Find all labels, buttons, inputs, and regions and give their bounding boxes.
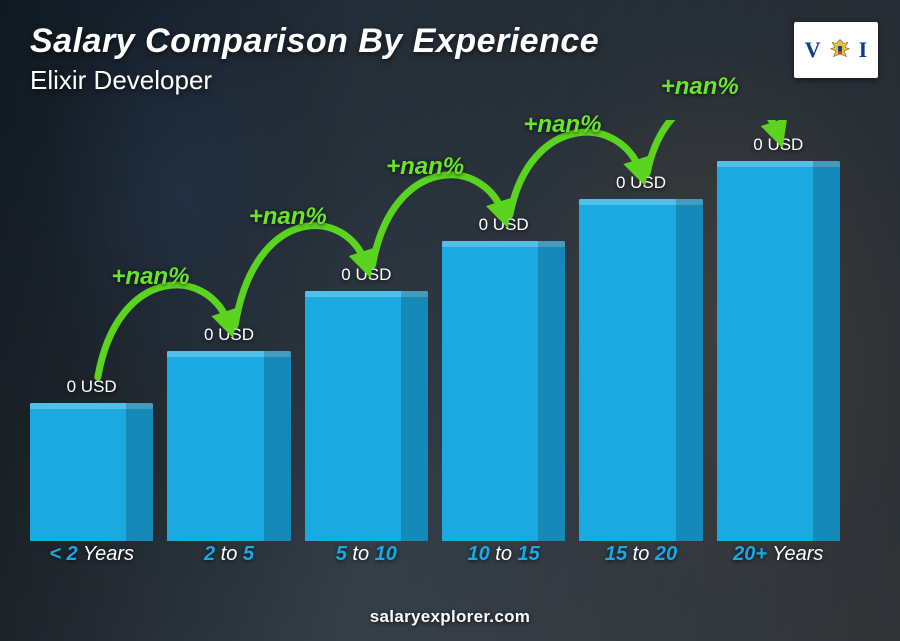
bar-slot: 0 USD <box>30 120 153 541</box>
x-axis-label: 20+ Years <box>717 543 840 571</box>
x-axis-label: 5 to 10 <box>305 543 428 571</box>
bar-value-label: 0 USD <box>305 265 428 285</box>
x-axis-labels: < 2 Years 2 to 5 5 to 10 10 to 15 15 to 20 20… <box>30 543 840 571</box>
x-axis-label: 10 to 15 <box>442 543 565 571</box>
bar <box>167 351 290 541</box>
footer-attribution: salaryexplorer.com <box>0 607 900 627</box>
delta-label: +nan% <box>249 203 327 231</box>
chart-area: 0 USD 0 USD 0 USD 0 USD 0 USD 0 USD < 2 Years… <box>30 120 840 571</box>
bars-container: 0 USD 0 USD 0 USD 0 USD 0 USD 0 USD <box>30 120 840 541</box>
flag-badge: V I <box>794 22 878 78</box>
delta-label: +nan% <box>111 263 189 291</box>
chart-subtitle: Elixir Developer <box>30 65 599 96</box>
x-axis-label: 2 to 5 <box>167 543 290 571</box>
bar-value-label: 0 USD <box>717 135 840 155</box>
eagle-icon <box>827 37 853 63</box>
bar-slot: 0 USD <box>717 120 840 541</box>
title-block: Salary Comparison By Experience Elixir D… <box>30 22 599 96</box>
delta-label: +nan% <box>661 73 739 101</box>
x-axis-label: < 2 Years <box>30 543 153 571</box>
x-axis-label: 15 to 20 <box>579 543 702 571</box>
bar <box>305 291 428 541</box>
bar <box>30 403 153 541</box>
bar-slot: 0 USD <box>579 120 702 541</box>
bar-value-label: 0 USD <box>442 215 565 235</box>
bar-slot: 0 USD <box>305 120 428 541</box>
flag-letter-i: I <box>859 37 868 63</box>
bar <box>442 241 565 541</box>
infographic-stage: Salary Comparison By Experience Elixir D… <box>0 0 900 641</box>
delta-label: +nan% <box>386 153 464 181</box>
bar-slot: 0 USD <box>167 120 290 541</box>
bar-value-label: 0 USD <box>579 173 702 193</box>
delta-label: +nan% <box>523 111 601 139</box>
flag-letter-v: V <box>805 37 821 63</box>
bar-value-label: 0 USD <box>167 325 290 345</box>
bar-slot: 0 USD <box>442 120 565 541</box>
bar <box>717 161 840 541</box>
chart-title: Salary Comparison By Experience <box>30 22 599 61</box>
bar-value-label: 0 USD <box>30 377 153 397</box>
bar <box>579 199 702 541</box>
